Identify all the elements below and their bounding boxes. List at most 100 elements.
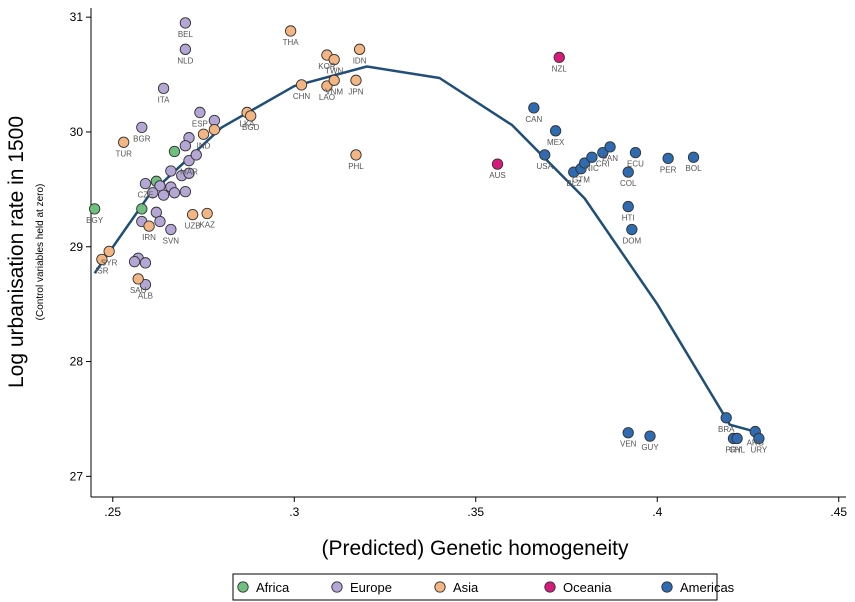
point-label: KAZ bbox=[199, 220, 215, 229]
data-point bbox=[136, 121, 148, 134]
point-label: PHL bbox=[348, 162, 364, 171]
data-point bbox=[208, 124, 221, 136]
point-label: GTM bbox=[572, 176, 590, 185]
data-point bbox=[626, 223, 638, 236]
point-label: THA bbox=[283, 38, 300, 47]
point-label: COL bbox=[620, 179, 637, 188]
point-label: LAO bbox=[319, 93, 335, 102]
x-tick-label: .3 bbox=[289, 505, 299, 519]
x-tick-label: .25 bbox=[104, 505, 121, 519]
data-point bbox=[284, 25, 297, 37]
data-point bbox=[731, 432, 743, 445]
axes: 27 28 29 30 31 .25 .3 .35 .4 .45 bbox=[70, 8, 847, 519]
legend-marker bbox=[331, 581, 343, 593]
data-point bbox=[539, 149, 551, 161]
y-tick-label: 29 bbox=[70, 240, 84, 254]
data-point bbox=[132, 273, 144, 285]
legend-box bbox=[232, 573, 718, 601]
point-label: ITA bbox=[158, 95, 171, 104]
data-point bbox=[604, 141, 616, 153]
legend-marker bbox=[237, 581, 249, 593]
point-label: VNM bbox=[325, 87, 343, 96]
point-label: EGY bbox=[86, 216, 104, 225]
y-tick-label: 28 bbox=[70, 355, 84, 369]
point-label: GUY bbox=[641, 443, 659, 452]
data-point bbox=[328, 74, 340, 86]
y-axis-title: Log urbanisation rate in 1500 bbox=[5, 116, 28, 388]
data-point bbox=[295, 79, 308, 91]
data-point bbox=[186, 208, 199, 221]
data-point bbox=[687, 151, 700, 163]
data-point bbox=[183, 167, 195, 179]
point-label: IND bbox=[197, 141, 211, 150]
point-label: LKA bbox=[240, 119, 256, 128]
data-point bbox=[103, 245, 115, 258]
data-point bbox=[629, 146, 642, 159]
legend-marker bbox=[661, 581, 673, 593]
legend-marker bbox=[434, 581, 446, 593]
data-point bbox=[491, 158, 504, 170]
point-label: BGR bbox=[133, 134, 151, 143]
point-label: BOL bbox=[686, 164, 703, 173]
data-point bbox=[165, 223, 177, 236]
legend-entry: Europe bbox=[350, 580, 392, 595]
data-point bbox=[96, 253, 108, 266]
point-label: TWN bbox=[325, 67, 343, 76]
point-label: UZB bbox=[185, 222, 201, 231]
data-point bbox=[586, 151, 598, 163]
data-point bbox=[179, 17, 192, 29]
point-label: IDN bbox=[353, 56, 367, 65]
data-point bbox=[245, 110, 257, 122]
legend-entry: Oceania bbox=[563, 580, 612, 595]
point-label: VEN bbox=[620, 440, 637, 449]
point-label: ISR bbox=[95, 266, 109, 275]
data-point bbox=[662, 152, 674, 165]
data-point bbox=[179, 186, 192, 198]
data-point bbox=[622, 200, 634, 213]
point-label: DOM bbox=[623, 237, 642, 246]
data-point bbox=[194, 106, 206, 119]
x-tick-label: .35 bbox=[467, 505, 484, 519]
y-tick-label: 30 bbox=[70, 125, 84, 139]
point-label: BGD bbox=[242, 123, 260, 132]
point-label: PRY bbox=[725, 445, 742, 454]
point-label: ALB bbox=[138, 292, 153, 301]
data-point bbox=[168, 187, 181, 199]
point-label: ECU bbox=[627, 160, 644, 169]
data-point bbox=[553, 51, 565, 64]
point-label: BLZ bbox=[566, 179, 581, 188]
data-point bbox=[350, 149, 362, 161]
point-label: SAU bbox=[130, 286, 147, 295]
data-point bbox=[128, 256, 141, 268]
y-tick-label: 31 bbox=[70, 10, 84, 24]
data-point bbox=[622, 166, 634, 178]
data-point bbox=[168, 145, 181, 158]
data-points bbox=[88, 17, 765, 445]
point-label: CHL bbox=[729, 445, 746, 454]
point-label: NIC bbox=[585, 164, 599, 173]
point-label: PER bbox=[660, 165, 677, 174]
data-point bbox=[136, 203, 148, 215]
data-point bbox=[350, 74, 362, 86]
data-point bbox=[88, 203, 101, 215]
point-label: IRN bbox=[142, 233, 156, 242]
data-point bbox=[118, 136, 130, 148]
data-point bbox=[720, 412, 732, 424]
data-point bbox=[197, 128, 210, 140]
data-point bbox=[622, 427, 634, 439]
point-label: CRI bbox=[596, 160, 610, 169]
point-label: URY bbox=[751, 445, 768, 454]
point-label: CAN bbox=[525, 115, 542, 124]
data-point bbox=[353, 43, 366, 55]
data-point bbox=[528, 102, 540, 114]
data-point bbox=[139, 257, 152, 269]
x-tick-label: .45 bbox=[830, 505, 847, 519]
legend: Africa Europe Asia Oceania Americas bbox=[232, 573, 735, 601]
point-label: TUR bbox=[115, 149, 132, 158]
data-point bbox=[549, 125, 562, 137]
point-label: CZE bbox=[137, 191, 153, 200]
point-label: JPN bbox=[348, 87, 363, 96]
